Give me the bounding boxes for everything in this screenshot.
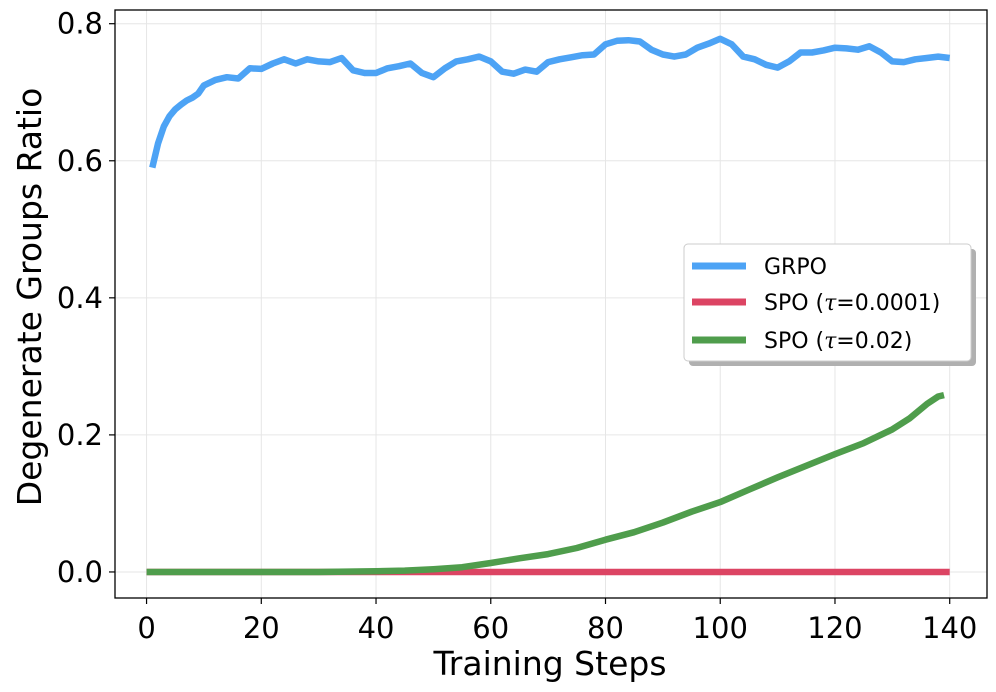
legend-label-grpo-text: GRPO [764, 255, 827, 280]
x-tick-label: 20 [243, 611, 280, 645]
x-tick-label: 0 [137, 611, 155, 645]
x-tick-label: 80 [587, 611, 624, 645]
series-lines [146, 35, 951, 576]
x-tick-label: 140 [922, 611, 977, 645]
y-tick-label: 0.4 [57, 281, 103, 315]
x-tick-label: 60 [472, 611, 509, 645]
y-axis-label: Degenerate Groups Ratio [10, 88, 49, 507]
legend-label-spo-tau-0-0001-prefix: SPO ( [764, 291, 824, 316]
x-tick-label: 40 [358, 611, 395, 645]
legend-label-spo-tau-0-0001-symbol: τ [824, 291, 837, 316]
y-tick-label: 0.6 [57, 144, 103, 178]
legend-label-spo-tau-0-02-symbol: τ [824, 329, 837, 354]
series-line-spo-tau-0-02 [146, 391, 945, 576]
legend-label-spo-tau-0-02: SPO (τ=0.02) [764, 329, 912, 354]
plot-frame [114, 9, 988, 599]
x-tick-label: 100 [693, 611, 748, 645]
legend-box [683, 243, 972, 362]
y-tick-label: 0.2 [57, 418, 103, 452]
y-tick-label: 0.8 [57, 7, 103, 41]
axis-ticks: 0 20 40 60 80 100 120 140 0.0 0.2 0.4 0.6 0.8 [57, 7, 978, 645]
y-tick-label: 0.0 [57, 555, 103, 589]
series-line-grpo [149, 35, 951, 169]
x-tick-label: 120 [807, 611, 862, 645]
x-axis-label: Training Steps [432, 644, 666, 683]
legend-label-grpo: GRPO [764, 255, 827, 280]
legend: GRPO SPO (τ=0.0001) SPO (τ=0.02) [683, 243, 976, 366]
legend-label-spo-tau-0-02-prefix: SPO ( [764, 329, 824, 354]
legend-label-spo-tau-0-02-suffix: =0.02) [836, 329, 912, 354]
legend-label-spo-tau-0-0001: SPO (τ=0.0001) [764, 291, 940, 316]
legend-label-spo-tau-0-0001-suffix: =0.0001) [836, 291, 940, 316]
